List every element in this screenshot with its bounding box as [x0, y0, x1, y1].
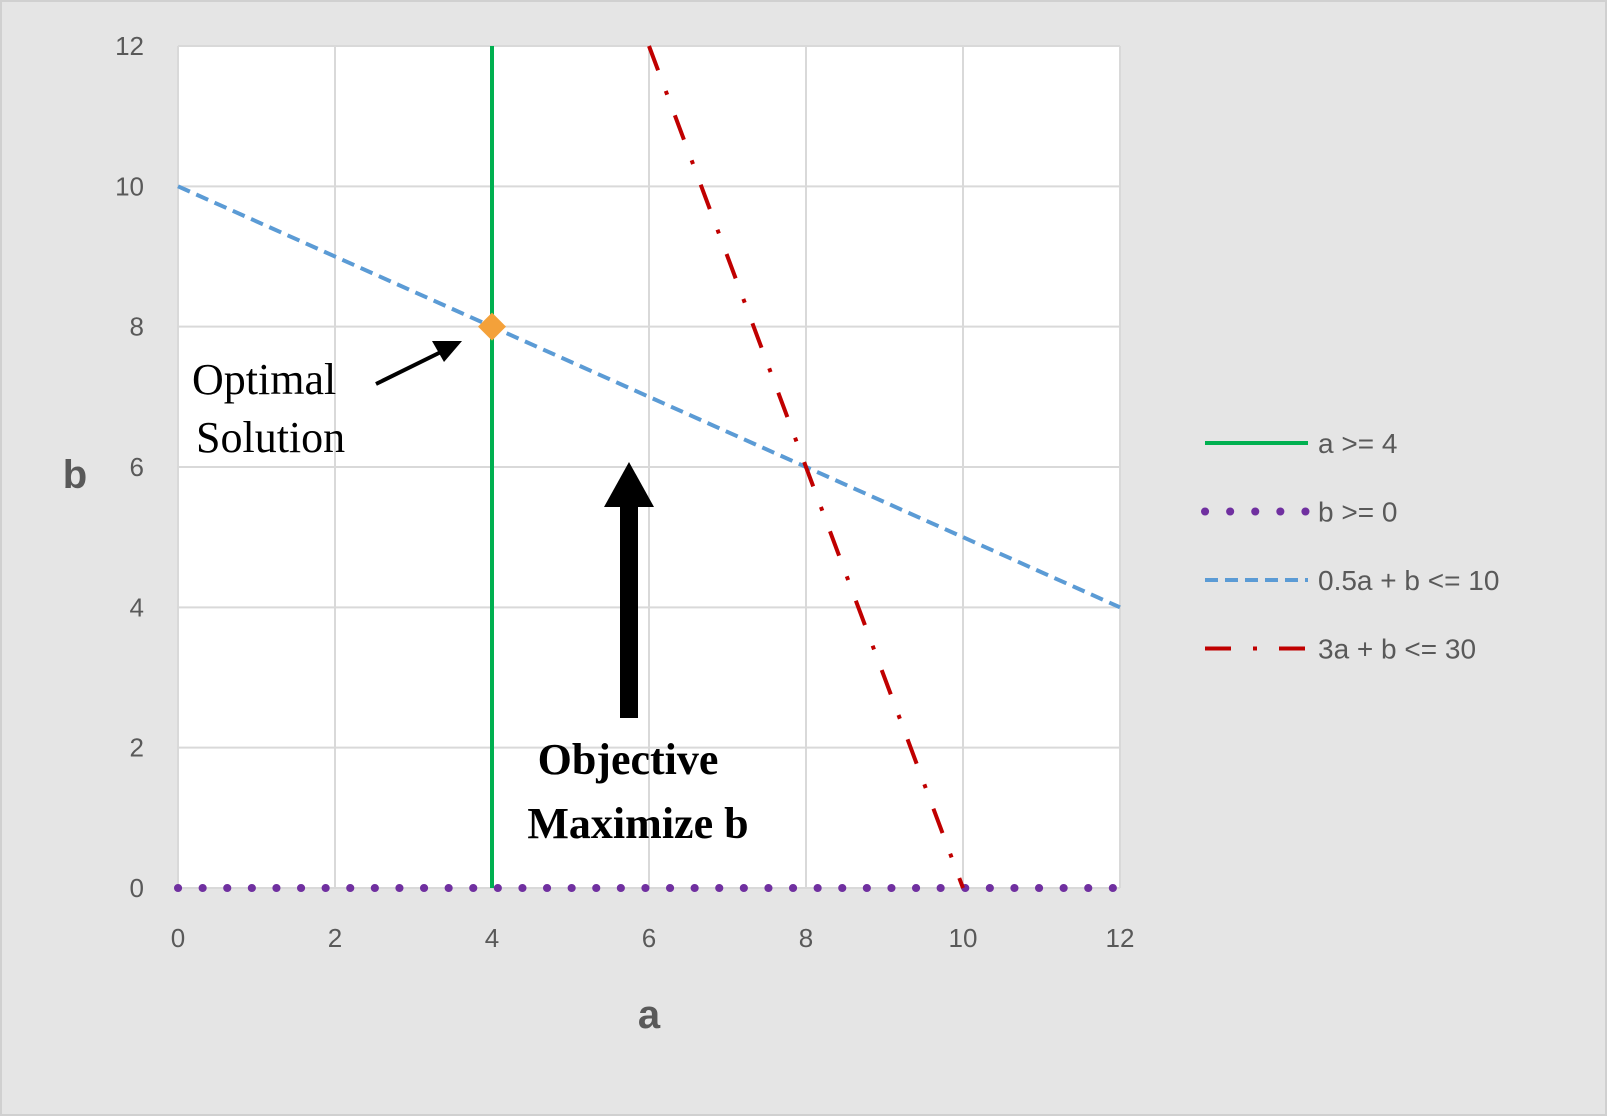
y-tick-label: 8: [130, 312, 144, 342]
y-tick-label: 6: [130, 452, 144, 482]
y-tick-label: 10: [115, 171, 144, 201]
y-tick-label: 4: [130, 592, 144, 622]
objective-annotation: Objective Maximize b: [527, 462, 749, 848]
series-line: [177, 184, 1121, 610]
x-tick-label: 0: [171, 923, 185, 953]
x-tick-label: 2: [328, 923, 342, 953]
y-tick-label: 12: [115, 31, 144, 61]
optimal-arrow-head: [432, 341, 462, 362]
x-axis-label: a: [638, 993, 661, 1037]
x-tick-label: 4: [485, 923, 499, 953]
optimal-arrow: [375, 348, 446, 386]
series-layer: [174, 45, 1124, 892]
legend-label: a >= 4: [1318, 428, 1397, 459]
y-axis-label: b: [63, 453, 87, 497]
x-tick-label: 8: [799, 923, 813, 953]
legend: a >= 4 b >= 0 0.5a + b <= 10 3a + b <= 30: [1201, 428, 1499, 665]
optimal-point-marker: [478, 312, 506, 341]
x-tick-label: 12: [1106, 923, 1135, 953]
legend-label: 0.5a + b <= 10: [1318, 565, 1499, 596]
y-tick-label: 0: [130, 873, 144, 903]
ticks: 0 2 4 6 8 10 12 0 2 4 6 8 10 12: [115, 31, 1134, 953]
annotation-objective-line2: Maximize b: [527, 799, 748, 848]
annotation-optimal-line1: Optimal: [192, 355, 336, 404]
y-tick-label: 2: [130, 733, 144, 763]
annotation-objective-line1: Objective: [538, 735, 719, 784]
objective-arrow-shaft: [620, 505, 638, 718]
optimal-annotation: Optimal Solution: [192, 341, 462, 462]
x-tick-label: 6: [642, 923, 656, 953]
annotation-optimal-line2: Solution: [196, 413, 345, 462]
legend-label: 3a + b <= 30: [1318, 634, 1476, 665]
objective-arrow-head: [604, 462, 654, 507]
legend-label: b >= 0: [1318, 497, 1397, 528]
x-tick-label: 10: [949, 923, 978, 953]
series-line: [647, 45, 965, 889]
